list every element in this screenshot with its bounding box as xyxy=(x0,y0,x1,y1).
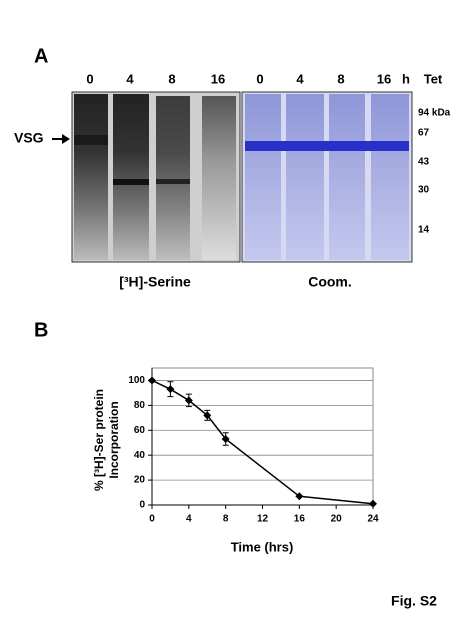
lane-label: 16 xyxy=(377,71,391,86)
y-tick-label: 100 xyxy=(128,375,145,386)
lane-label: 8 xyxy=(337,71,344,86)
data-point xyxy=(166,385,175,394)
marker-label: 14 xyxy=(418,225,430,236)
autoradiograph xyxy=(71,91,241,263)
condition-label: Tet xyxy=(424,71,443,86)
y-axis-label: % [³H]-Ser protein Incorporation xyxy=(92,389,121,491)
x-tick-label: 8 xyxy=(223,514,229,525)
data-point xyxy=(221,434,230,443)
lane-labels: 0 4 8 16 0 4 8 16 h Tet xyxy=(86,71,443,86)
y-tick-label: 20 xyxy=(134,475,146,486)
arrow-label: VSG xyxy=(14,130,44,146)
gel-caption: [³H]-Serine xyxy=(119,274,191,290)
y-tick-label: 40 xyxy=(134,450,146,461)
lane-label: 16 xyxy=(211,71,225,86)
y-tick-label: 60 xyxy=(134,425,146,436)
y-tick-label: 80 xyxy=(134,400,146,411)
coomassie-gel xyxy=(241,91,413,263)
panel-label: A xyxy=(34,45,48,67)
marker-label: 94 kDa xyxy=(418,108,451,119)
lane-label: 0 xyxy=(256,71,263,86)
marker-label: 30 xyxy=(418,185,430,196)
plot-area xyxy=(151,367,374,506)
data-point xyxy=(148,376,156,385)
figure-label: Fig. S2 xyxy=(391,593,437,609)
series-line xyxy=(151,379,374,505)
gel-caption: Coom. xyxy=(308,274,352,290)
x-tick-label: 20 xyxy=(331,514,343,525)
lane-label: 4 xyxy=(126,71,134,86)
x-tick-label: 4 xyxy=(186,514,192,525)
x-tick-label: 24 xyxy=(367,514,379,525)
marker-label: 67 xyxy=(418,128,430,139)
plot: 0 20 40 60 80 100 0 4 8 12 16 20 24 xyxy=(128,367,379,525)
y-tick-label: 0 xyxy=(139,500,145,511)
marker-labels: 94 kDa 67 43 30 14 xyxy=(418,108,451,236)
data-point xyxy=(295,492,304,501)
panel-label: B xyxy=(34,319,48,341)
data-point xyxy=(184,396,193,405)
y-label-line: Incorporation xyxy=(107,401,121,478)
x-tick-label: 0 xyxy=(149,514,155,525)
data-point xyxy=(203,411,212,420)
x-tick-label: 16 xyxy=(294,514,306,525)
x-axis-label: Time (hrs) xyxy=(231,539,294,554)
unit-label: h xyxy=(402,71,410,86)
lane-label: 4 xyxy=(296,71,304,86)
lane-label: 0 xyxy=(86,71,93,86)
lane-label: 8 xyxy=(168,71,175,86)
y-label-line: % [³H]-Ser protein xyxy=(92,389,106,491)
x-tick-label: 12 xyxy=(257,514,269,525)
data-point xyxy=(369,499,377,508)
marker-label: 43 xyxy=(418,157,430,168)
arrow xyxy=(52,134,70,144)
